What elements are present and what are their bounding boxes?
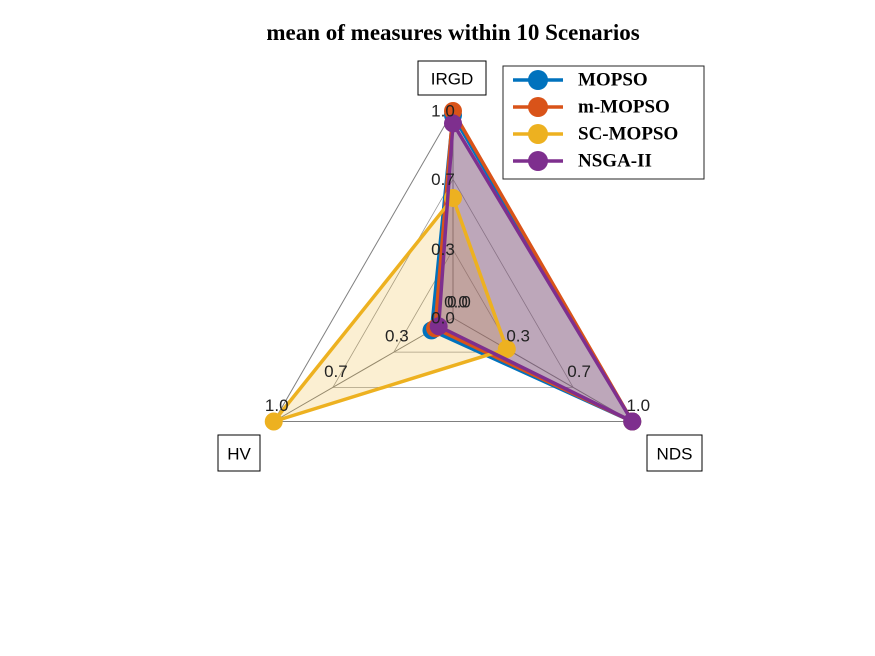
- series-line-sc-mopso: [271, 196, 509, 424]
- legend-item-sc-mopso: SC-MOPSO: [513, 124, 678, 145]
- series-layer: [264, 102, 642, 431]
- legend-label-nsga-ii: NSGA-II: [578, 151, 652, 172]
- legend-label-m-mopso: m-MOPSO: [578, 97, 670, 118]
- legend-item-nsga-ii: NSGA-II: [513, 151, 652, 172]
- series-point-nsga-ii-hv: [429, 317, 448, 336]
- tick-label-hv-3: 1.0: [265, 396, 289, 415]
- tick-label-irgd-3: 1.0: [431, 102, 455, 121]
- series-point-nsga-ii-irgd: [444, 114, 462, 133]
- series-line-nsga-ii: [436, 121, 635, 424]
- tick-label-irgd-1: 0.3: [431, 240, 455, 259]
- legend-item-m-mopso: m-MOPSO: [513, 97, 670, 118]
- tick-label-hv-0: 0.0: [444, 293, 468, 312]
- chart-title: mean of measures within 10 Scenarios: [266, 20, 639, 45]
- axis-label-hv: HV: [227, 445, 251, 464]
- series-area-mopso: [431, 115, 633, 422]
- series-point-nsga-ii-nds: [623, 412, 642, 431]
- series-area-nsga-ii: [438, 123, 633, 422]
- tick-label-irgd-0: 0.0: [431, 309, 455, 328]
- tick-label-nds-2: 0.7: [567, 362, 591, 381]
- series-point-sc-mopso-hv: [264, 412, 283, 431]
- grid-spoke-nds: [452, 317, 633, 422]
- tick-label-nds-1: 0.3: [506, 327, 530, 346]
- legend-label-mopso: MOPSO: [578, 70, 648, 91]
- axis-label-nds: NDS: [657, 445, 693, 464]
- axis-label-box-hv: [217, 434, 261, 472]
- legend-marker-mopso: [528, 70, 548, 90]
- grid-ring-2: [332, 178, 574, 388]
- axis-label-box-nds: [646, 434, 703, 472]
- grid-spoke-hv: [273, 317, 454, 422]
- tick-label-nds-3: 1.0: [626, 396, 650, 415]
- series-point-sc-mopso-nds: [497, 340, 516, 359]
- series-area-m-mopso: [435, 111, 633, 422]
- tick-label-hv-1: 0.3: [385, 327, 409, 346]
- axis-labels: IRGD HV NDS: [217, 60, 703, 472]
- legend-label-sc-mopso: SC-MOPSO: [578, 124, 678, 145]
- legend-marker-sc-mopso: [528, 124, 548, 144]
- series-point-m-mopso-irgd: [444, 102, 462, 120]
- legend-marker-m-mopso: [528, 97, 548, 117]
- legend: MOPSO m-MOPSO SC-MOPSO NSGA-II: [502, 65, 705, 180]
- legend-item-mopso: MOPSO: [513, 70, 648, 91]
- grid-ring-1: [393, 248, 513, 353]
- axis-label-box-irgd: [417, 60, 487, 96]
- tick-label-hv-2: 0.7: [324, 362, 348, 381]
- axis-label-irgd: IRGD: [431, 70, 474, 89]
- tick-labels: 0.00.30.71.00.00.30.71.00.00.30.71.0: [265, 102, 650, 416]
- tick-label-nds-0: 0.0: [447, 293, 471, 312]
- legend-marker-nsga-ii: [528, 151, 548, 171]
- tick-label-irgd-2: 0.7: [431, 170, 455, 189]
